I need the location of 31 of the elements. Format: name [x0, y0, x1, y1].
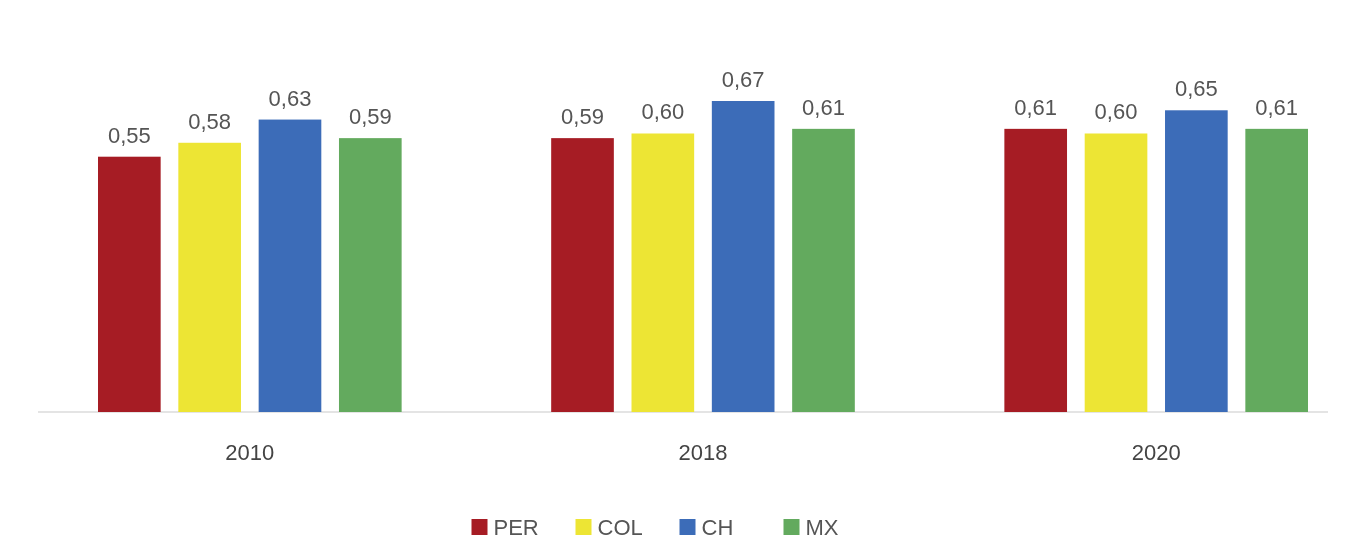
- data-label: 0,63: [268, 85, 312, 111]
- data-label: 0,59: [348, 104, 392, 130]
- bar: [551, 138, 614, 412]
- legend-label: MX: [805, 515, 839, 540]
- bar: [1004, 128, 1068, 412]
- data-label: 0,61: [1014, 94, 1058, 120]
- bar: [98, 156, 161, 412]
- x-tick-label: 2020: [1131, 440, 1181, 465]
- data-label: 0,55: [107, 122, 151, 148]
- data-label: 0,60: [1094, 99, 1138, 125]
- bar: [792, 128, 855, 412]
- bar: [338, 138, 402, 412]
- bar: [1165, 110, 1228, 412]
- bar: [258, 119, 322, 412]
- bar: [1245, 128, 1308, 412]
- data-label: 0,58: [188, 108, 232, 134]
- bar: [1084, 133, 1148, 412]
- legend-label: PER: [493, 515, 539, 540]
- bar: [711, 101, 775, 412]
- data-label: 0,59: [561, 104, 604, 130]
- data-label: 0,60: [641, 99, 685, 125]
- x-tick-label: 2010: [225, 440, 275, 465]
- data-label: 0,61: [1255, 94, 1299, 120]
- x-tick-label: 2018: [678, 440, 728, 465]
- bar: [178, 142, 241, 412]
- bar: [631, 133, 695, 412]
- legend-label: CH: [701, 515, 734, 540]
- data-label: 0,61: [802, 94, 845, 120]
- data-label: 0,65: [1174, 76, 1218, 102]
- legend-label: COL: [597, 515, 643, 540]
- data-label: 0,67: [721, 67, 765, 92]
